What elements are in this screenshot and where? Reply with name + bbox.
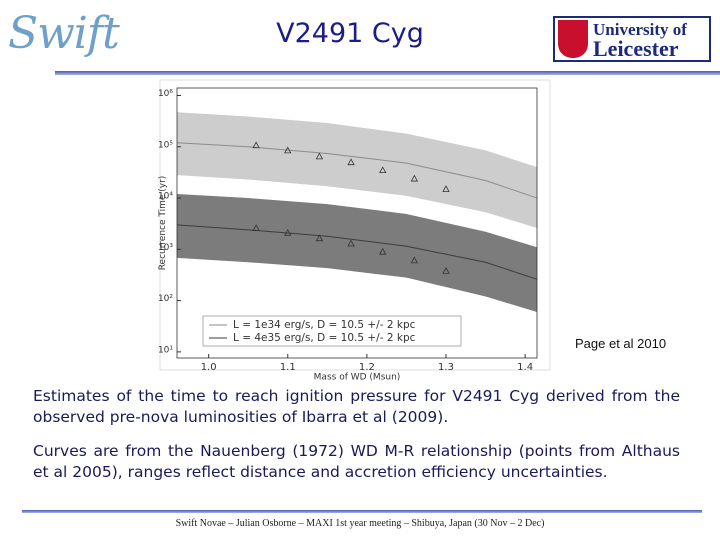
x-tick-label: 1.2 — [359, 362, 375, 373]
y-tick-label: 10⁵ — [158, 140, 173, 150]
range-band — [177, 112, 537, 229]
footer: Swift Novae – Julian Osborne – MAXI 1st … — [175, 518, 545, 529]
curve — [176, 224, 538, 280]
footer-rule — [22, 510, 702, 513]
point — [252, 141, 260, 149]
y-axis-label: Recurrence Time (yr) — [158, 176, 168, 271]
y-tick-label: 10⁴ — [158, 192, 173, 202]
shield — [558, 20, 588, 58]
x-tick-label: 1.1 — [280, 362, 296, 373]
logo-text: University of Leicester — [593, 20, 687, 61]
legend-label: L = 4e35 erg/s, D = 10.5 +/- 2 kpc — [233, 332, 416, 344]
logo-left: Swift — [8, 8, 120, 59]
x-axis-label: Mass of WD (Msun) — [314, 373, 401, 383]
range-band — [177, 193, 537, 312]
x-tick-label: 1.3 — [438, 362, 454, 373]
logo-right: University of Leicester — [553, 16, 711, 62]
curve — [176, 142, 538, 199]
y-tick-label: 10² — [158, 294, 173, 304]
paragraph: Curves are from the Nauenberg (1972) WD … — [33, 442, 680, 481]
point — [410, 256, 419, 264]
point — [442, 185, 450, 192]
header-rule — [55, 71, 720, 75]
legend-box — [202, 315, 462, 347]
point — [252, 224, 260, 231]
x-tick-label: 1.4 — [517, 362, 533, 373]
point — [284, 228, 292, 236]
legend-label: L = 1e34 erg/s, D = 10.5 +/- 2 kpc — [233, 319, 416, 331]
point — [347, 158, 355, 166]
y-tick-label: 10¹ — [158, 345, 173, 355]
axes-frame — [176, 87, 538, 359]
paragraph: Estimates of the time to reach ignition … — [33, 387, 680, 426]
y-tick-label: 10⁶ — [158, 89, 173, 99]
point — [315, 234, 324, 242]
y-tick-label: 10³ — [158, 243, 173, 253]
point — [442, 267, 450, 274]
logo-line: Leicester — [593, 36, 679, 61]
x-tick-label: 1.0 — [201, 362, 217, 373]
slide-title: V2491 Cyg — [276, 18, 424, 49]
point — [284, 146, 292, 154]
point — [347, 239, 355, 247]
credit: Page et al 2010 — [575, 336, 667, 351]
point — [410, 174, 419, 182]
point — [315, 152, 324, 160]
point — [379, 166, 387, 174]
point — [379, 247, 387, 255]
logo-line: University of — [593, 20, 687, 39]
